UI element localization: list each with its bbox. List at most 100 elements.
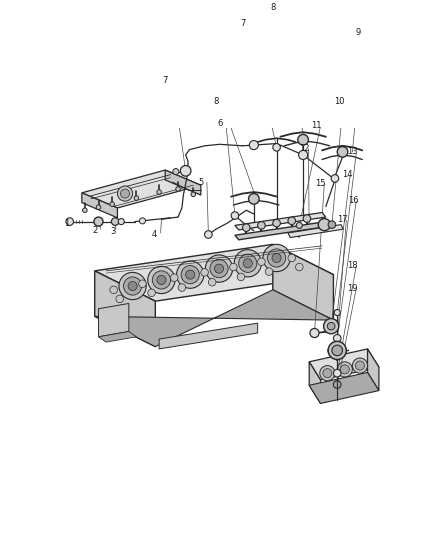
Circle shape (299, 150, 307, 159)
Circle shape (334, 310, 340, 316)
Circle shape (272, 253, 281, 263)
Circle shape (139, 280, 146, 287)
Text: 12: 12 (300, 143, 310, 152)
Circle shape (324, 319, 339, 334)
Polygon shape (309, 373, 379, 403)
Polygon shape (95, 244, 333, 301)
Circle shape (66, 218, 74, 225)
Circle shape (124, 277, 142, 295)
Polygon shape (159, 323, 258, 349)
Circle shape (268, 249, 286, 267)
Circle shape (110, 286, 117, 294)
Circle shape (337, 362, 353, 377)
Text: 14: 14 (342, 170, 352, 179)
Text: 8: 8 (213, 98, 219, 107)
Circle shape (337, 147, 348, 157)
Polygon shape (235, 213, 326, 230)
Circle shape (178, 284, 186, 292)
Text: 3: 3 (110, 227, 116, 236)
Circle shape (215, 264, 223, 273)
Circle shape (205, 231, 212, 238)
Circle shape (181, 265, 199, 284)
Text: 5: 5 (198, 177, 203, 187)
Circle shape (298, 134, 308, 145)
Circle shape (201, 269, 208, 276)
Circle shape (288, 254, 296, 262)
Circle shape (134, 196, 139, 200)
Polygon shape (99, 332, 136, 342)
Circle shape (328, 221, 336, 229)
Circle shape (148, 289, 155, 297)
Polygon shape (235, 222, 330, 240)
Circle shape (173, 168, 179, 175)
Circle shape (231, 212, 239, 220)
Circle shape (323, 369, 332, 378)
Circle shape (355, 361, 364, 370)
Circle shape (177, 261, 204, 288)
Circle shape (191, 192, 195, 197)
Circle shape (210, 260, 228, 278)
Circle shape (333, 369, 341, 377)
Circle shape (265, 268, 273, 276)
Polygon shape (95, 290, 333, 346)
Text: 4: 4 (152, 230, 157, 239)
Circle shape (258, 258, 265, 265)
Circle shape (327, 322, 335, 330)
Text: 9: 9 (356, 28, 361, 37)
Circle shape (320, 366, 335, 381)
Text: 18: 18 (347, 261, 358, 270)
Polygon shape (165, 170, 201, 195)
Circle shape (234, 249, 261, 277)
Circle shape (288, 217, 296, 224)
Polygon shape (309, 349, 379, 380)
Circle shape (186, 270, 195, 279)
Circle shape (208, 278, 216, 286)
Text: 7: 7 (240, 19, 245, 28)
Text: 11: 11 (311, 121, 322, 130)
Circle shape (353, 358, 367, 373)
Circle shape (248, 193, 259, 204)
Circle shape (116, 295, 124, 303)
Circle shape (170, 274, 178, 281)
Circle shape (258, 222, 265, 229)
Polygon shape (273, 244, 333, 320)
Circle shape (296, 263, 303, 271)
Text: 15: 15 (315, 179, 326, 188)
Circle shape (119, 272, 146, 300)
Circle shape (333, 335, 341, 342)
Text: 17: 17 (337, 215, 348, 224)
Text: 10: 10 (334, 98, 345, 107)
Circle shape (205, 255, 233, 282)
Circle shape (118, 219, 124, 224)
Circle shape (239, 254, 257, 272)
Circle shape (230, 263, 237, 271)
Polygon shape (95, 271, 155, 346)
Circle shape (111, 218, 119, 225)
Circle shape (340, 365, 350, 374)
Circle shape (152, 271, 170, 289)
Circle shape (148, 266, 175, 294)
Polygon shape (288, 224, 343, 238)
Circle shape (96, 205, 101, 209)
Text: 13: 13 (347, 148, 358, 156)
Circle shape (296, 222, 302, 229)
Text: 16: 16 (348, 196, 358, 205)
Circle shape (249, 141, 258, 150)
Circle shape (243, 259, 252, 268)
Text: 2: 2 (92, 226, 97, 235)
Text: 6: 6 (217, 118, 223, 127)
Circle shape (331, 175, 339, 182)
Circle shape (328, 341, 346, 360)
Circle shape (83, 208, 87, 213)
Circle shape (117, 186, 133, 201)
Circle shape (237, 273, 245, 281)
Circle shape (263, 244, 290, 272)
Circle shape (180, 166, 191, 176)
Circle shape (318, 219, 330, 231)
Circle shape (139, 218, 145, 224)
Circle shape (176, 187, 180, 191)
Circle shape (243, 224, 250, 231)
Text: 7: 7 (162, 76, 168, 85)
Circle shape (310, 328, 319, 337)
Circle shape (303, 215, 311, 222)
